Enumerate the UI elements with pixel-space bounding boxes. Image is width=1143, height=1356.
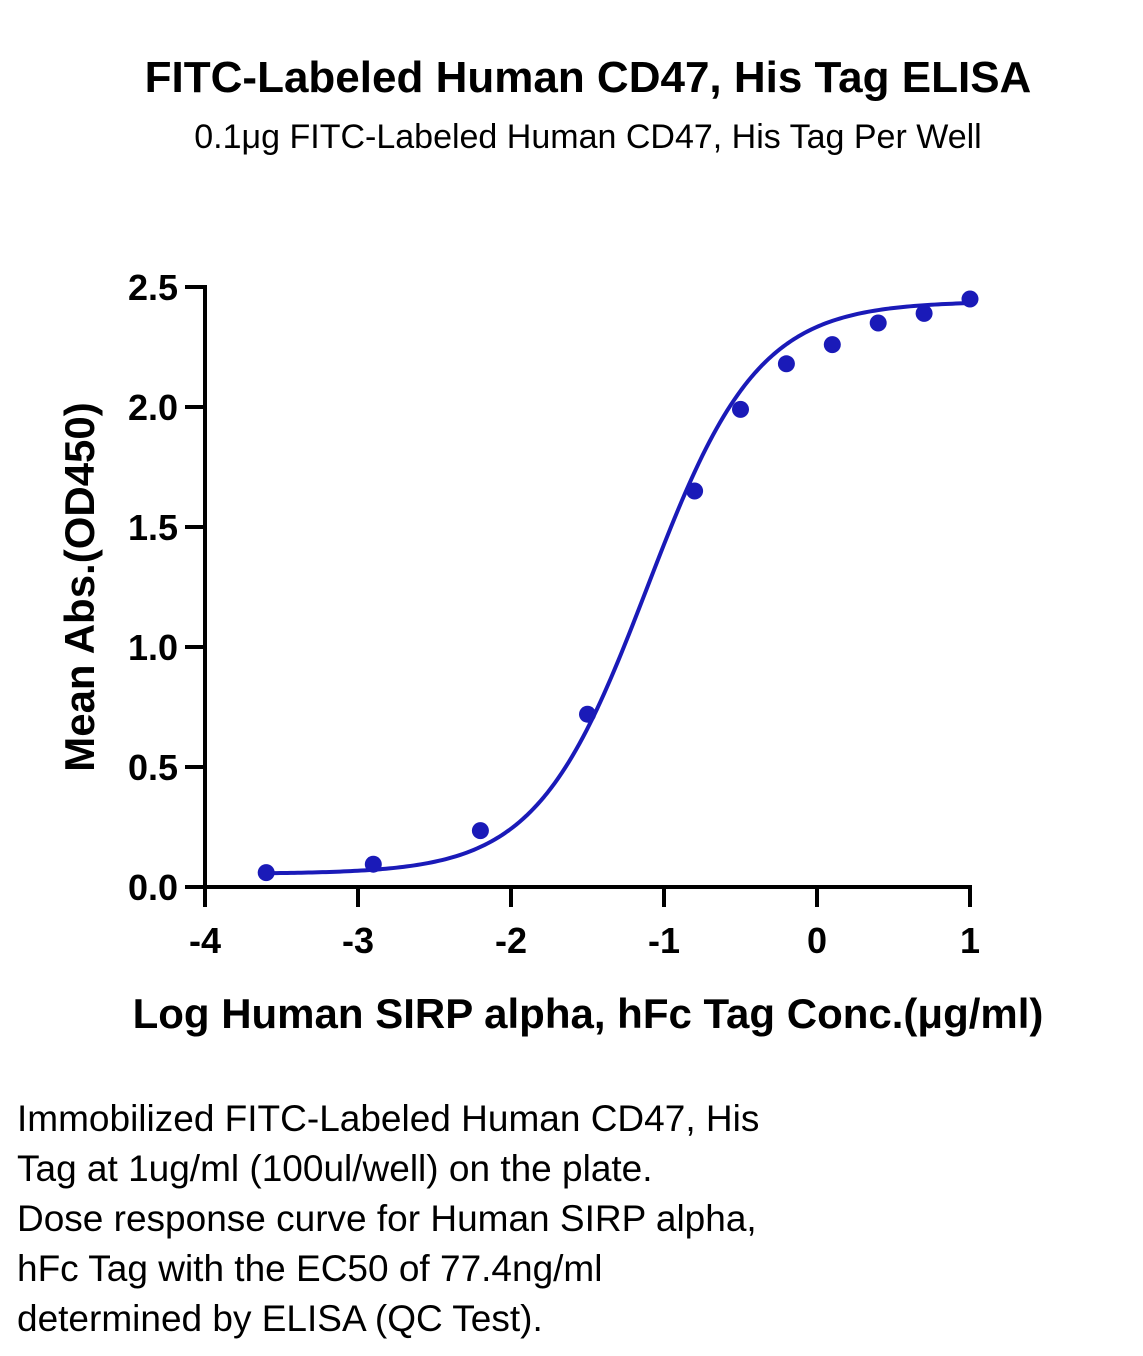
- y-tick-label: 0.5: [128, 747, 178, 788]
- chart-title: FITC-Labeled Human CD47, His Tag ELISA: [144, 53, 1032, 102]
- y-tick-label: 1.0: [128, 627, 178, 668]
- elisa-chart: 0.0 0.5 1.0 1.5 2.0 2.5 -4 -3 -2 -1 0 1 Mean Abs.(O…: [56, 267, 1044, 1037]
- x-tick-label: -2: [495, 920, 527, 961]
- data-points-layer: [257, 290, 979, 882]
- data-point: [686, 482, 704, 500]
- x-tick-label: -1: [648, 920, 680, 961]
- fit-curve-layer: [264, 301, 972, 876]
- caption-line: determined by ELISA (QC Test).: [17, 1298, 543, 1339]
- caption-line: hFc Tag with the EC50 of 77.4ng/ml: [17, 1248, 603, 1289]
- chart-ticks: 0.0 0.5 1.0 1.5 2.0 2.5 -4 -3 -2 -1 0 1: [128, 267, 980, 961]
- data-point: [732, 400, 749, 418]
- x-tick-label: -4: [189, 920, 221, 961]
- chart-subtitle: 0.1μg FITC-Labeled Human CD47, His Tag P…: [194, 118, 982, 156]
- caption-line: Dose response curve for Human SIRP alpha…: [17, 1198, 757, 1239]
- y-tick-label: 0.0: [128, 867, 178, 908]
- chart-axes: [203, 285, 972, 889]
- data-point: [579, 705, 596, 723]
- data-point: [257, 864, 275, 882]
- caption-line: Immobilized FITC-Labeled Human CD47, His: [17, 1098, 760, 1139]
- data-point: [915, 304, 933, 322]
- y-axis-label: Mean Abs.(OD450): [56, 402, 103, 772]
- figure-caption: Immobilized FITC-Labeled Human CD47, His…: [17, 1094, 1127, 1344]
- data-point: [364, 855, 382, 873]
- x-tick-label: -3: [342, 920, 374, 961]
- y-tick-label: 2.0: [128, 387, 178, 428]
- caption-line: Tag at 1ug/ml (100ul/well) on the plate.: [17, 1148, 653, 1189]
- x-axis-label: Log Human SIRP alpha, hFc Tag Conc.(μg/m…: [133, 990, 1044, 1037]
- data-point: [471, 822, 489, 840]
- x-tick-label: 0: [807, 920, 827, 961]
- x-tick-label: 1: [960, 920, 980, 961]
- fit-curve: [264, 301, 972, 876]
- y-tick-label: 2.5: [128, 267, 178, 308]
- data-point: [823, 336, 841, 354]
- y-tick-label: 1.5: [128, 507, 178, 548]
- data-point: [961, 290, 979, 308]
- data-point: [869, 314, 887, 332]
- data-point: [777, 355, 795, 373]
